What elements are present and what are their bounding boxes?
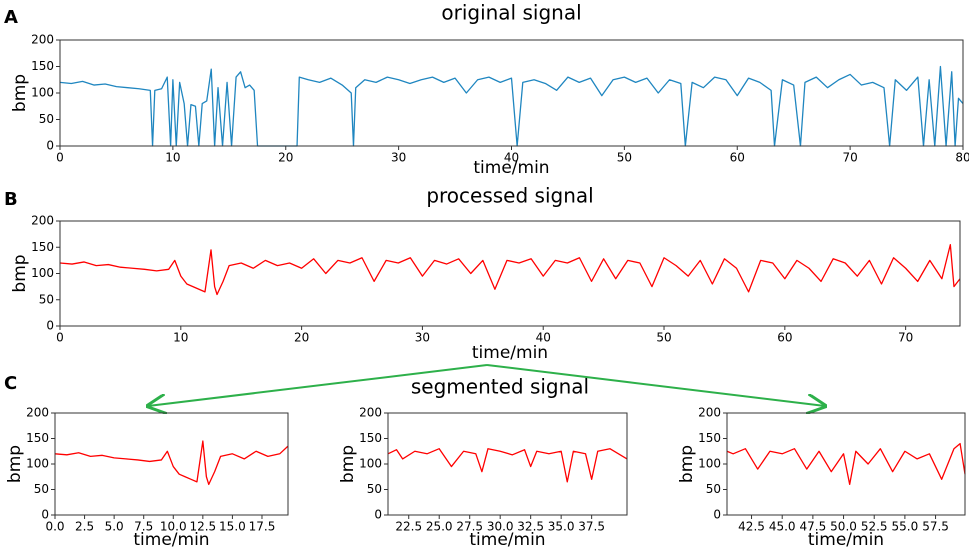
- arrow: [486, 364, 825, 406]
- x-tick-label: 42.5: [738, 520, 765, 534]
- segment-title: segmented signal: [411, 375, 589, 399]
- x-tick-label: 55.0: [892, 520, 919, 534]
- x-tick-label: 32.5: [517, 520, 544, 534]
- x-tick-label: 30.0: [487, 520, 514, 534]
- y-tick-label: 200: [31, 214, 54, 228]
- x-axis-label: time/min: [808, 530, 884, 550]
- x-axis-label: time/min: [133, 530, 209, 550]
- y-axis-label: bmp: [5, 445, 25, 483]
- x-tick-label: 10: [173, 331, 188, 345]
- y-tick-label: 150: [359, 431, 382, 445]
- y-tick-label: 100: [698, 457, 721, 471]
- x-tick-label: 12.5: [189, 520, 216, 534]
- y-tick-label: 100: [31, 86, 54, 100]
- x-tick-label: 30: [415, 331, 430, 345]
- chart-title: processed signal: [426, 184, 593, 208]
- y-tick-label: 0: [46, 139, 54, 153]
- x-tick-label: 2.5: [75, 520, 94, 534]
- y-tick-label: 50: [706, 482, 721, 496]
- x-tick-label: 50.0: [830, 520, 857, 534]
- y-tick-label: 150: [26, 431, 49, 445]
- y-axis-label: bmp: [10, 74, 30, 112]
- panel-label: B: [4, 189, 18, 210]
- y-axis-label: bmp: [10, 254, 30, 292]
- x-axis-label: time/min: [472, 343, 548, 363]
- y-tick-label: 0: [41, 508, 49, 522]
- y-tick-label: 100: [26, 457, 49, 471]
- y-axis-label: bmp: [338, 445, 358, 483]
- x-tick-label: 7.5: [134, 520, 153, 534]
- x-tick-label: 52.5: [861, 520, 888, 534]
- x-tick-label: 25.0: [426, 520, 453, 534]
- x-tick-label: 0: [56, 331, 64, 345]
- plot-frame: [54, 412, 289, 516]
- x-tick-label: 30: [391, 151, 406, 165]
- x-tick-label: 47.5: [800, 520, 827, 534]
- y-tick-label: 150: [31, 59, 54, 73]
- x-tick-label: 0.0: [45, 520, 64, 534]
- x-tick-label: 50: [617, 151, 632, 165]
- x-tick-label: 37.5: [578, 520, 605, 534]
- x-axis-label: time/min: [473, 158, 549, 178]
- x-tick-label: 60: [730, 151, 745, 165]
- x-tick-label: 22.5: [395, 520, 422, 534]
- x-tick-label: 60: [777, 331, 792, 345]
- y-tick-label: 0: [46, 319, 54, 333]
- x-axis-label: time/min: [469, 530, 545, 550]
- y-tick-label: 200: [26, 406, 49, 420]
- signal-line: [726, 442, 966, 486]
- plot-frame: [59, 39, 964, 147]
- x-tick-label: 17.5: [249, 520, 276, 534]
- signal-line: [54, 440, 289, 486]
- y-tick-label: 200: [698, 406, 721, 420]
- x-tick-label: 5.0: [105, 520, 124, 534]
- signal-line: [59, 65, 964, 147]
- y-tick-label: 50: [367, 482, 382, 496]
- y-tick-label: 100: [359, 457, 382, 471]
- y-tick-label: 0: [713, 508, 721, 522]
- arrow: [148, 364, 488, 406]
- x-tick-label: 0: [56, 151, 64, 165]
- plot-frame: [387, 412, 628, 516]
- panel-label: C: [4, 373, 17, 394]
- x-tick-label: 20: [278, 151, 293, 165]
- x-tick-label: 27.5: [456, 520, 483, 534]
- y-tick-label: 100: [31, 266, 54, 280]
- signal-line: [59, 243, 961, 296]
- x-tick-label: 57.5: [922, 520, 949, 534]
- x-tick-label: 80: [955, 151, 969, 165]
- x-tick-label: 10: [165, 151, 180, 165]
- x-tick-label: 40: [504, 151, 519, 165]
- panel-label: A: [4, 7, 18, 28]
- x-tick-label: 40: [536, 331, 551, 345]
- x-tick-label: 20: [294, 331, 309, 345]
- x-tick-label: 15.0: [219, 520, 246, 534]
- x-tick-label: 10.0: [160, 520, 187, 534]
- y-tick-label: 200: [359, 406, 382, 420]
- y-tick-label: 150: [698, 431, 721, 445]
- y-tick-label: 50: [39, 112, 54, 126]
- x-tick-label: 70: [842, 151, 857, 165]
- y-axis-label: bmp: [677, 445, 697, 483]
- y-tick-label: 50: [39, 292, 54, 306]
- x-tick-label: 50: [656, 331, 671, 345]
- y-tick-label: 200: [31, 33, 54, 47]
- x-tick-label: 70: [898, 331, 913, 345]
- chart-title: original signal: [441, 1, 581, 25]
- x-tick-label: 45.0: [769, 520, 796, 534]
- y-tick-label: 0: [374, 508, 382, 522]
- y-tick-label: 50: [34, 482, 49, 496]
- x-tick-label: 35.0: [548, 520, 575, 534]
- y-tick-label: 150: [31, 240, 54, 254]
- signal-line: [387, 448, 628, 483]
